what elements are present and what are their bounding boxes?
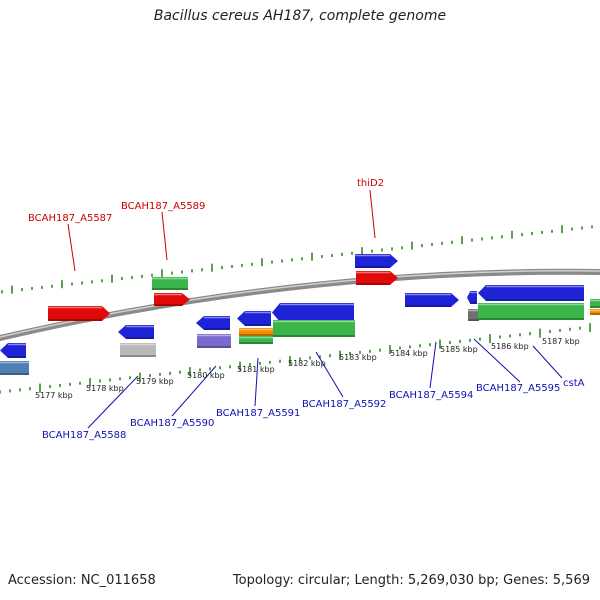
- gene-label-bcah187-a5590[interactable]: BCAH187_A5590: [130, 418, 214, 429]
- genome-summary-text: Topology: circular; Length: 5,269,030 bp…: [232, 573, 590, 588]
- gene-bcah187-a5591-orange[interactable]: [239, 328, 273, 336]
- gene-bcah187-a5592[interactable]: [273, 320, 355, 337]
- connector-csta: [532, 345, 563, 379]
- scale-label: 5183 kbp: [339, 353, 377, 362]
- connector-thid2: [369, 189, 376, 239]
- gene-label-bcah187-a5592[interactable]: BCAH187_A5592: [302, 399, 386, 410]
- gene-label-bcah187-a5587[interactable]: BCAH187_A5587: [28, 213, 112, 224]
- connector-bcah187-a5592: [315, 351, 344, 398]
- gene-bcah187-a5591[interactable]: [239, 336, 273, 344]
- gene-label-bcah187-a5589[interactable]: BCAH187_A5589: [121, 201, 205, 212]
- gene-edge-steel[interactable]: [0, 361, 29, 375]
- connector-bcah187-a5588: [87, 375, 139, 429]
- connector-bcah187-a5590: [171, 365, 217, 417]
- scale-label: 5178 kbp: [86, 384, 124, 393]
- gene-label-bcah187-a5588[interactable]: BCAH187_A5588: [42, 430, 126, 441]
- connector-bcah187-a5587: [67, 223, 76, 272]
- connector-bcah187-a5594: [429, 341, 437, 389]
- connector-bcah187-a5595: [473, 338, 521, 383]
- connector-bcah187-a5589: [161, 211, 168, 261]
- gene-label-bcah187-a5594[interactable]: BCAH187_A5594: [389, 390, 473, 401]
- gene-edge-blue[interactable]: [0, 343, 26, 358]
- gene-label-bcah187-a5595[interactable]: BCAH187_A5595: [476, 383, 560, 394]
- scale-label: 5181 kbp: [237, 365, 275, 374]
- gene-bcah187-a5595-upper[interactable]: [478, 285, 584, 301]
- gene-bcah187-a5587[interactable]: [48, 306, 110, 321]
- connector-bcah187-a5591: [254, 357, 259, 407]
- scale-label: 5185 kbp: [440, 345, 478, 354]
- gene-edge-orange[interactable]: [590, 309, 600, 315]
- scale-label: 5177 kbp: [35, 391, 73, 400]
- gene-bcah187-a5594-grey[interactable]: [468, 309, 479, 321]
- gene-bcah187-a5592-blue[interactable]: [272, 303, 354, 322]
- accession-text: Accession: NC_011658: [8, 573, 156, 588]
- gene-bcah187-a5593[interactable]: [405, 293, 459, 307]
- gene-bcah187-a5588[interactable]: [120, 343, 156, 357]
- scale-label: 5182 kbp: [288, 359, 326, 368]
- gene-edge-green[interactable]: [590, 299, 600, 308]
- gene-small-blue[interactable]: [467, 291, 477, 304]
- gene-bcah187-a5589[interactable]: [154, 293, 190, 306]
- gene-bcah187-a5590-blue[interactable]: [196, 316, 230, 330]
- scale-label: 5179 kbp: [136, 377, 174, 386]
- label-connectors: [67, 189, 563, 429]
- scale-label: 5184 kbp: [390, 349, 428, 358]
- gene-thid2[interactable]: [356, 271, 398, 285]
- bottom-tick-row: [0, 323, 591, 394]
- scale-label: 5187 kbp: [542, 337, 580, 346]
- gene-label-thid2[interactable]: thiD2: [357, 178, 384, 189]
- gene-bcah187-a5595[interactable]: [478, 303, 584, 320]
- gene-thid2-blue[interactable]: [355, 254, 398, 268]
- scale-label: 5180 kbp: [187, 371, 225, 380]
- gene-bcah187-a5589-green[interactable]: [152, 277, 188, 290]
- gene-label-csta[interactable]: cstA: [563, 378, 585, 389]
- gene-bcah187-a5588-blue[interactable]: [118, 325, 154, 339]
- gene-label-bcah187-a5591[interactable]: BCAH187_A5591: [216, 408, 300, 419]
- gene-bcah187-a5591-blue[interactable]: [237, 311, 271, 326]
- gene-bcah187-a5590[interactable]: [197, 334, 231, 348]
- scale-label: 5186 kbp: [491, 342, 529, 351]
- map-title: Bacillus cereus AH187, complete genome: [153, 8, 447, 24]
- gene-features: [0, 254, 600, 375]
- top-tick-row: [1, 225, 593, 294]
